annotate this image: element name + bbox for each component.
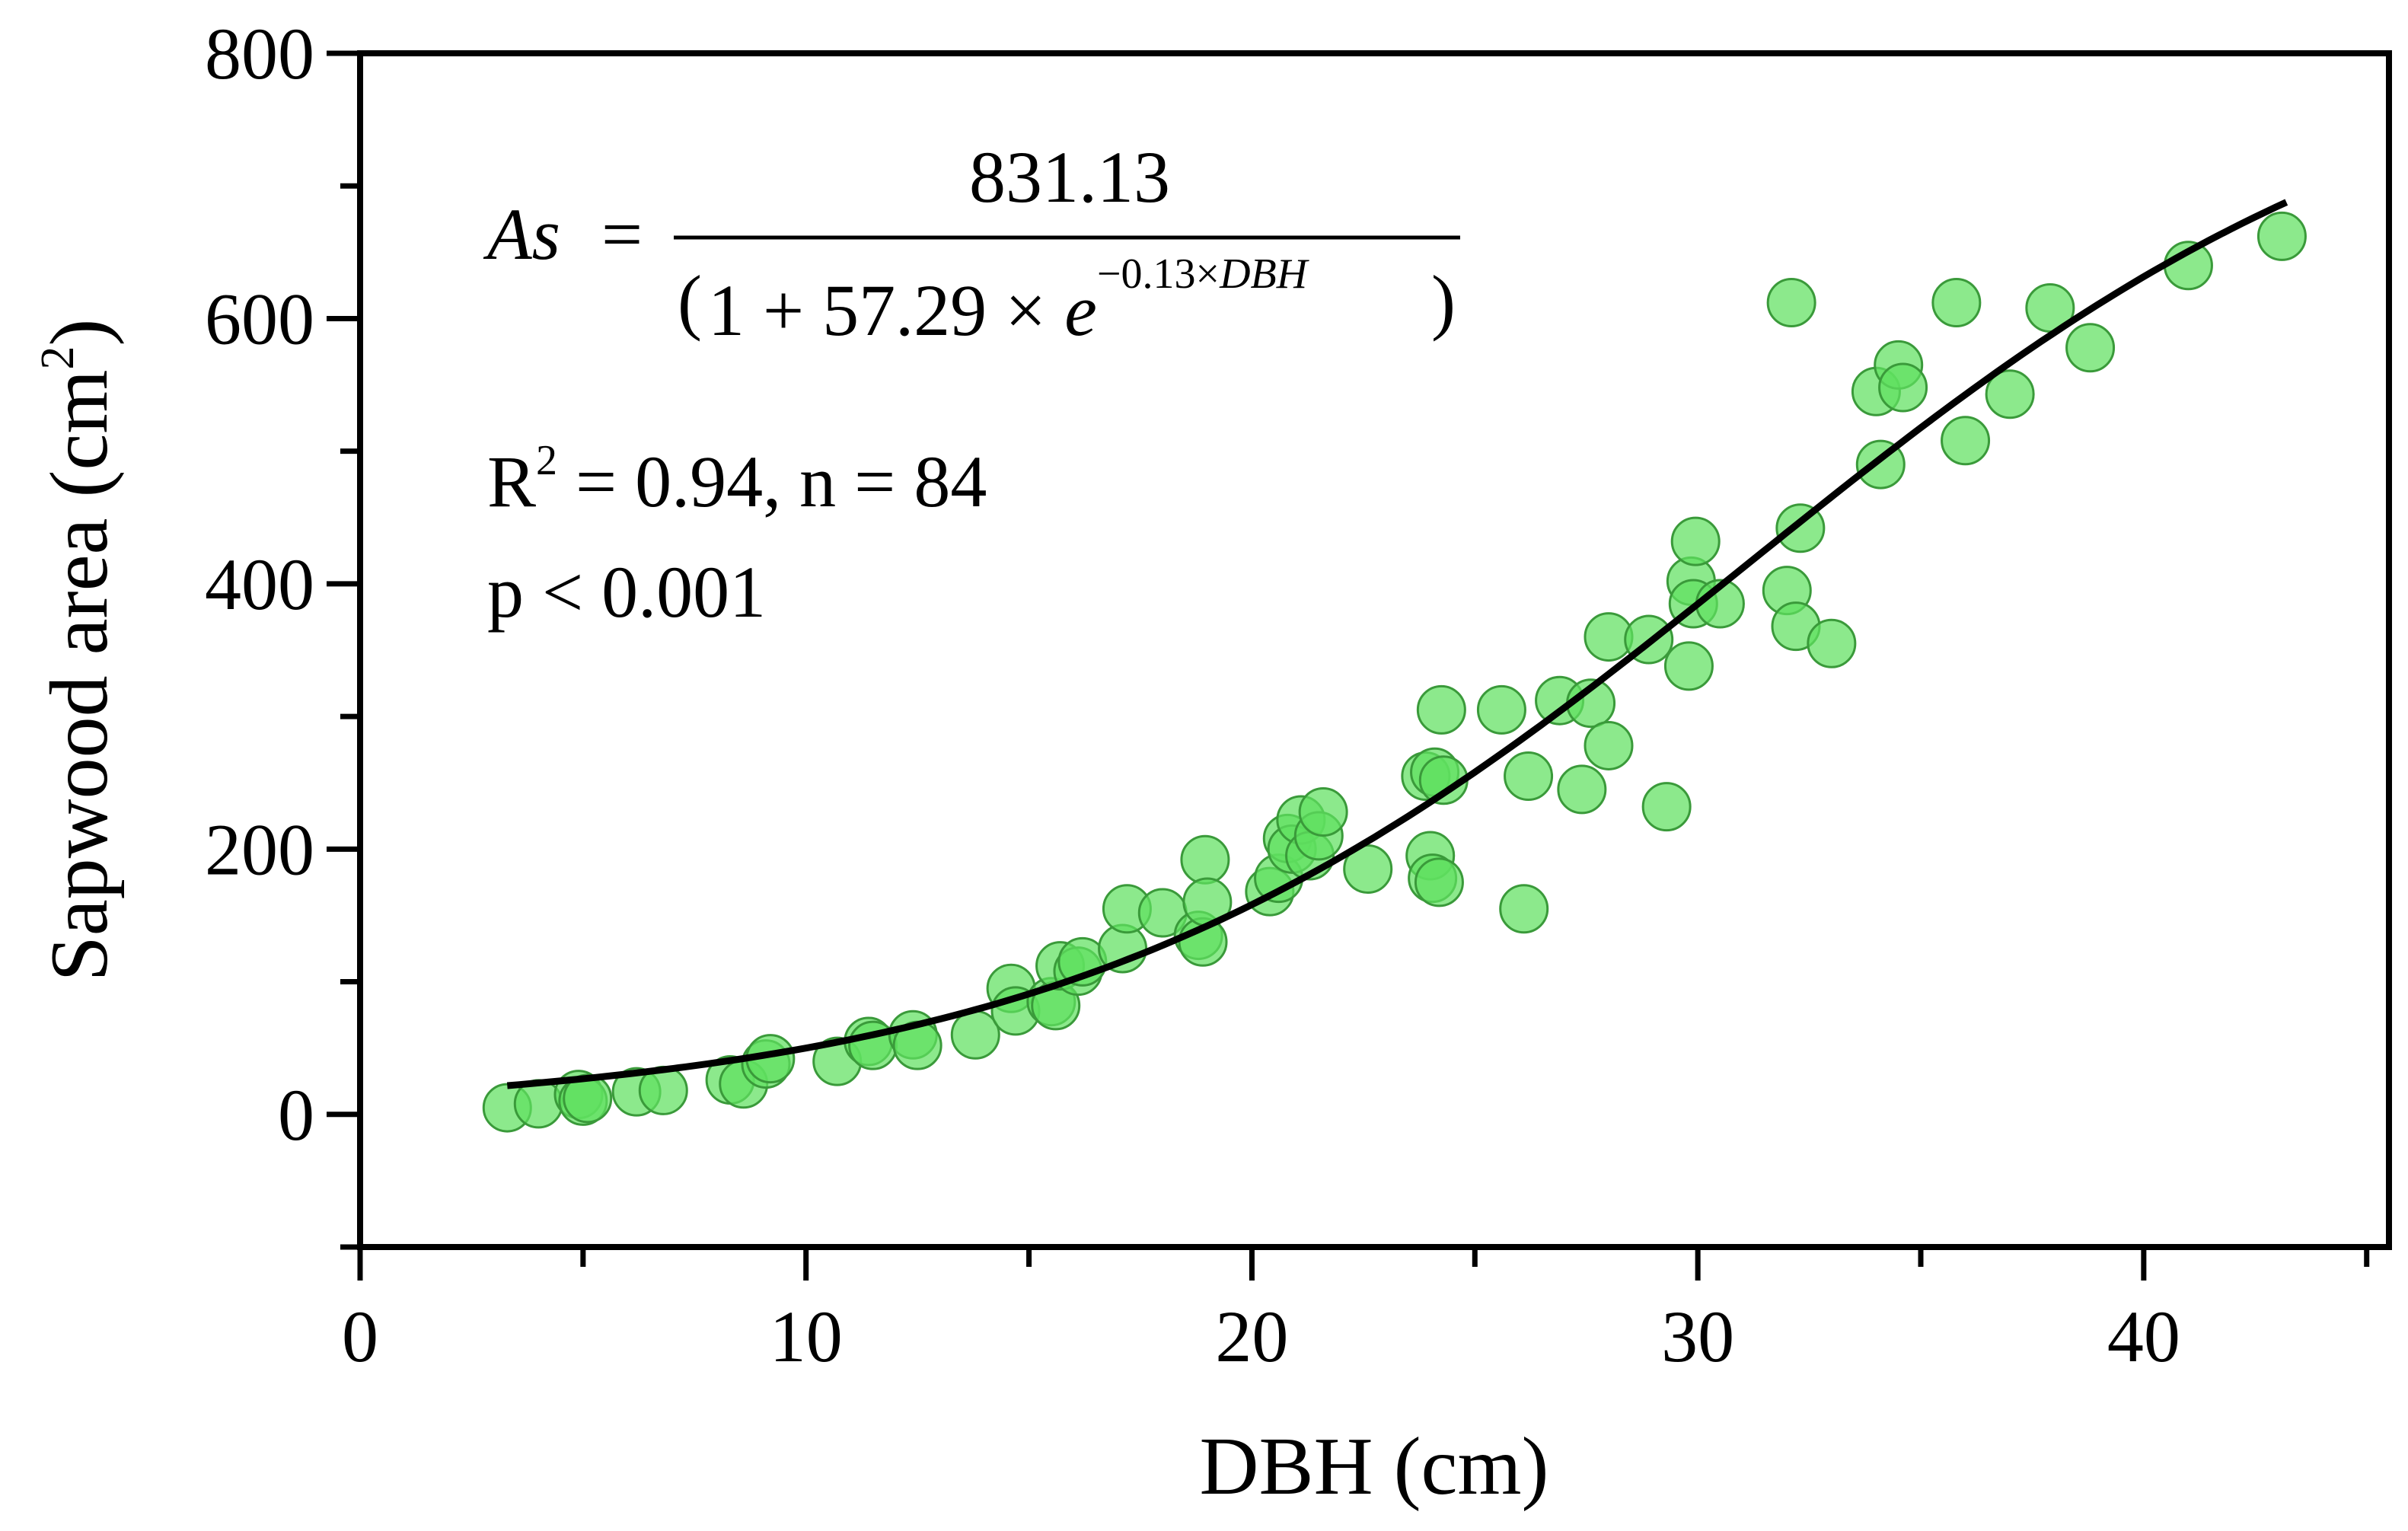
denominator-e: e: [1064, 270, 1097, 351]
y-tick-label: 600: [205, 278, 314, 359]
x-tick-label: 10: [770, 1296, 843, 1377]
data-point: [1941, 416, 1991, 466]
x-tick-label: 0: [342, 1296, 378, 1377]
equation-equals: =: [601, 193, 643, 275]
p-value-stat: p < 0.001: [487, 551, 766, 633]
data-point: [1499, 884, 1549, 934]
data-point: [1878, 362, 1928, 413]
plot-frame: [357, 50, 2392, 1250]
data-point: [1641, 782, 1692, 832]
y-tick-label: 400: [205, 544, 314, 625]
data-point: [1504, 751, 1554, 802]
data-point: [1343, 844, 1393, 894]
data-point: [1298, 787, 1348, 837]
y-tick-label: 0: [278, 1074, 314, 1156]
y-tick-labels: 0 200 400 600 800: [205, 13, 314, 1156]
equation-close-paren: ): [1431, 260, 1456, 342]
equation-open-paren: (: [678, 260, 702, 342]
data-point: [1985, 369, 2035, 419]
r2-prefix: R: [487, 441, 536, 522]
axis-ticks: [327, 50, 2370, 1281]
equation-numerator: 831.13: [969, 136, 1170, 218]
data-point: [1414, 857, 1464, 907]
y-tick-label: 200: [205, 809, 314, 890]
fit-stats: R2 = 0.94, n = 84 p < 0.001: [487, 437, 987, 633]
data-point: [1766, 278, 1816, 328]
plot-border: [357, 50, 2392, 1250]
data-point: [1557, 764, 1607, 815]
y-tick-label: 800: [205, 13, 314, 94]
r-squared-stat: R2 = 0.94, n = 84: [487, 437, 987, 522]
x-tick-labels: 0 10 20 30 40: [342, 1296, 2180, 1377]
x-axis-title: DBH (cm): [1200, 1421, 1549, 1512]
data-point: [1416, 684, 1466, 735]
data-point: [1931, 278, 1982, 328]
denominator-prefix: 1 + 57.29 ×: [708, 270, 1064, 351]
equation-lhs: As: [483, 193, 560, 275]
data-point: [1180, 834, 1230, 885]
exponent: −0.13×: [1097, 250, 1220, 298]
y-axis-title-sup: 2: [32, 346, 84, 370]
fit-curve: [506, 199, 2288, 1089]
exponent-var: DBH: [1219, 250, 1309, 298]
data-point: [2257, 211, 2307, 261]
fit-equation: As = 831.13 ( 1 + 57.29 × e−0.13×DBH ): [483, 136, 1460, 351]
x-tick-label: 40: [2107, 1296, 2180, 1377]
y-axis-title-main: Sapwood area (cm: [34, 370, 125, 982]
r2-sup: 2: [536, 437, 557, 484]
data-point: [1476, 684, 1526, 735]
equation-denominator: 1 + 57.29 × e−0.13×DBH: [708, 250, 1309, 351]
data-point: [2065, 323, 2116, 373]
data-point: [1670, 516, 1721, 566]
x-tick-label: 30: [1661, 1296, 1734, 1377]
data-point: [1807, 618, 1857, 668]
y-axis-title: Sapwood area (cm2): [32, 319, 125, 982]
x-tick-label: 20: [1215, 1296, 1288, 1377]
y-axis-title-close: ): [34, 319, 125, 346]
r2-text: = 0.94, n = 84: [557, 441, 987, 522]
data-point: [1663, 641, 1714, 691]
data-point: [1584, 720, 1634, 770]
